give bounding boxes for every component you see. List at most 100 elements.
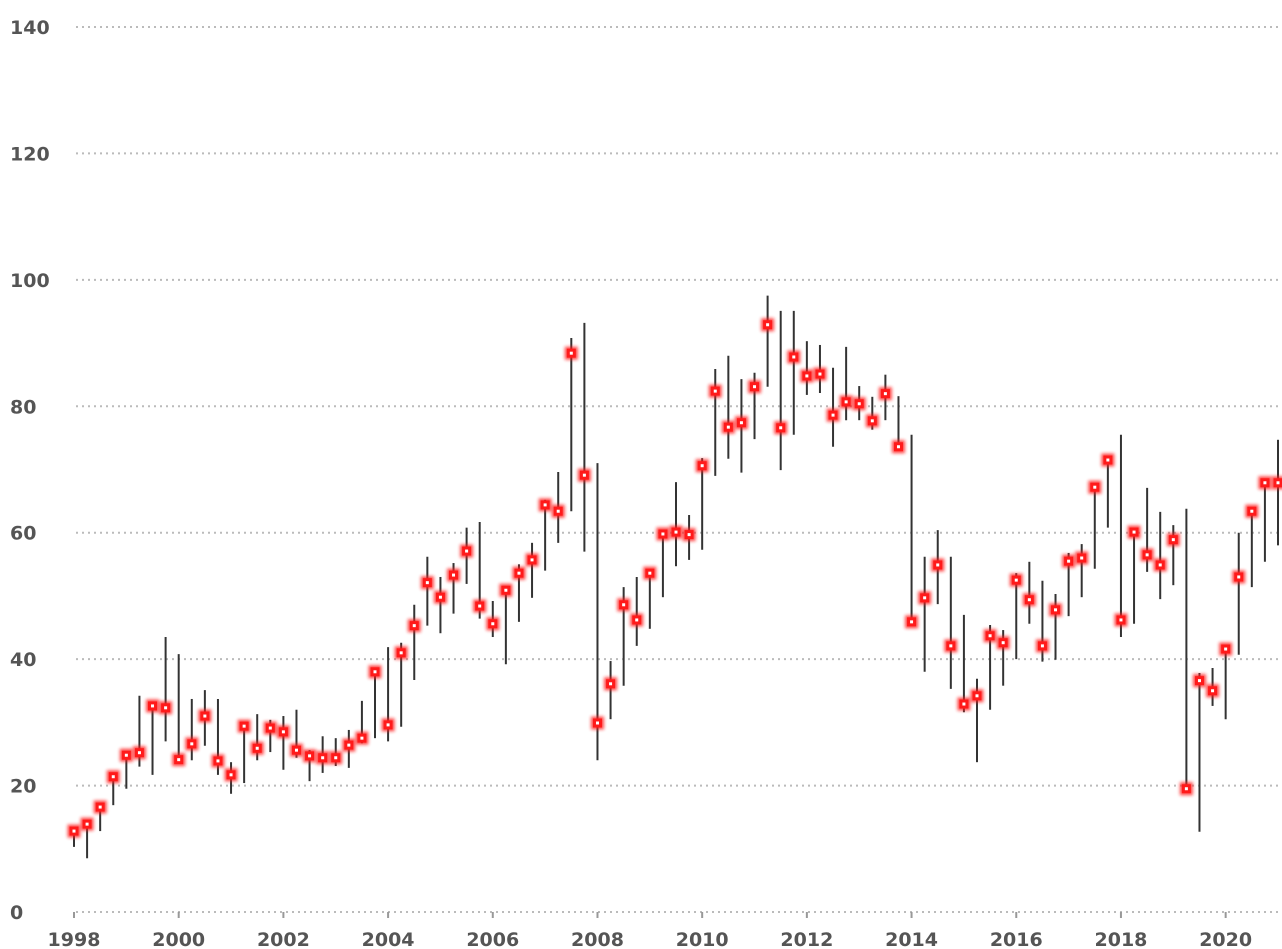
marker-center [216, 759, 220, 763]
marker-center [1184, 787, 1188, 791]
marker-center [818, 372, 822, 376]
marker [538, 498, 552, 512]
marker-center [85, 822, 89, 826]
marker [813, 367, 827, 381]
marker [577, 468, 591, 482]
marker [1232, 570, 1246, 584]
marker [381, 718, 395, 732]
marker-center [1106, 458, 1110, 462]
marker-center [504, 588, 508, 592]
marker-center [1276, 481, 1280, 485]
marker [159, 701, 173, 715]
marker [1101, 453, 1115, 467]
marker-center [478, 604, 482, 608]
marker [826, 408, 840, 422]
x-tick-label: 2008 [571, 929, 624, 949]
marker [1088, 480, 1102, 494]
marker-center [582, 473, 586, 477]
marker-center [438, 595, 442, 599]
marker [905, 615, 919, 629]
marker [1271, 476, 1282, 490]
marker [983, 629, 997, 643]
marker [1219, 642, 1233, 656]
marker [420, 576, 434, 590]
y-tick-label: 40 [10, 649, 36, 671]
marker-center [321, 756, 325, 760]
marker-center [308, 754, 312, 758]
marker-center [386, 723, 390, 727]
y-tick-label: 120 [10, 143, 50, 165]
marker [368, 665, 382, 679]
marker-center [1080, 556, 1084, 560]
marker [630, 613, 644, 627]
marker [460, 544, 474, 558]
marker [237, 719, 251, 733]
marker-center [687, 533, 691, 537]
marker-center [753, 385, 757, 389]
marker [342, 738, 356, 752]
x-tick-label: 2004 [362, 929, 415, 949]
marker-center [1132, 530, 1136, 534]
marker-center [1171, 538, 1175, 542]
marker [1153, 558, 1167, 572]
marker-center [334, 756, 338, 760]
marker [1166, 533, 1180, 547]
marker-center [700, 464, 704, 468]
marker-center [111, 775, 115, 779]
marker-center [739, 421, 743, 425]
marker [1179, 782, 1193, 796]
marker [80, 817, 94, 831]
marker [761, 318, 775, 332]
marker-center [661, 532, 665, 536]
marker-center [1119, 618, 1123, 622]
marker [263, 721, 277, 735]
y-tick-label: 0 [10, 902, 23, 924]
marker [970, 689, 984, 703]
marker [433, 590, 447, 604]
marker [721, 420, 735, 434]
marker-center [255, 746, 259, 750]
marker [1245, 504, 1259, 518]
x-tick-label: 2000 [152, 929, 205, 949]
marker-center [962, 702, 966, 706]
marker-center [530, 558, 534, 562]
marker-center [1211, 689, 1215, 693]
marker-center [713, 389, 717, 393]
marker [944, 639, 958, 653]
marker [355, 731, 369, 745]
marker [407, 619, 421, 633]
marker [512, 566, 526, 580]
marker [774, 421, 788, 435]
marker [617, 598, 631, 612]
x-tick-label: 2006 [466, 929, 519, 949]
marker [1022, 593, 1036, 607]
marker-center [831, 413, 835, 417]
marker-center [1093, 485, 1097, 489]
marker-center [805, 374, 809, 378]
marker-center [399, 651, 403, 655]
x-tick-label: 2018 [1095, 929, 1148, 949]
marker [93, 800, 107, 814]
marker [682, 528, 696, 542]
y-tick-label: 80 [10, 396, 36, 418]
marker-center [792, 355, 796, 359]
marker [172, 753, 186, 767]
y-tick-label: 60 [10, 523, 36, 545]
marker [643, 566, 657, 580]
marker-center [164, 706, 168, 710]
marker [1114, 613, 1128, 627]
marker-center [857, 402, 861, 406]
marker-center [1001, 641, 1005, 645]
marker-center [635, 618, 639, 622]
marker-center [543, 503, 547, 507]
marker [67, 824, 81, 838]
marker [146, 699, 160, 713]
marker-center [1158, 563, 1162, 567]
marker [734, 416, 748, 430]
marker [303, 749, 317, 763]
marker-center [609, 682, 613, 686]
marker [564, 346, 578, 360]
x-tick-label: 2016 [990, 929, 1043, 949]
marker-center [1027, 598, 1031, 602]
marker [669, 525, 683, 539]
